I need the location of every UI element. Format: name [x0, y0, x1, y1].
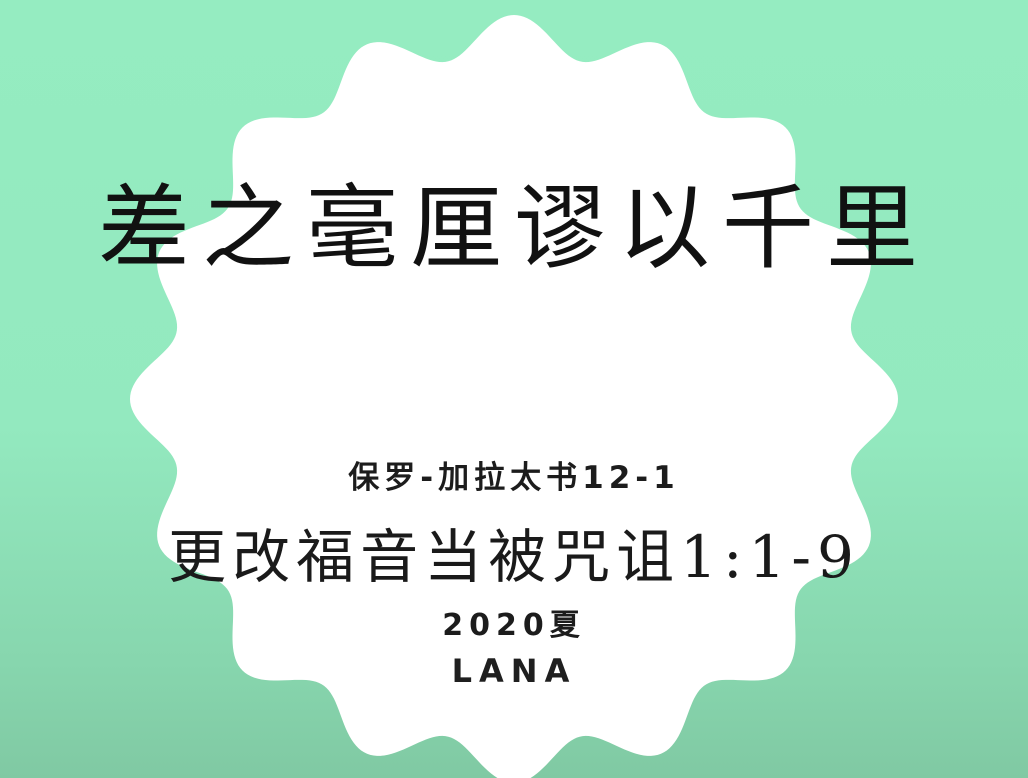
- main-title: 差之毫厘谬以千里: [97, 175, 930, 282]
- sermon-subtitle: 更改福音当被咒诅1:1-9: [168, 523, 860, 591]
- scripture-reference: 保罗-加拉太书12-1: [348, 460, 680, 496]
- scalloped-badge-shape: [130, 15, 898, 778]
- season-year: 2020夏: [442, 608, 586, 643]
- author-name: LANA: [451, 652, 577, 690]
